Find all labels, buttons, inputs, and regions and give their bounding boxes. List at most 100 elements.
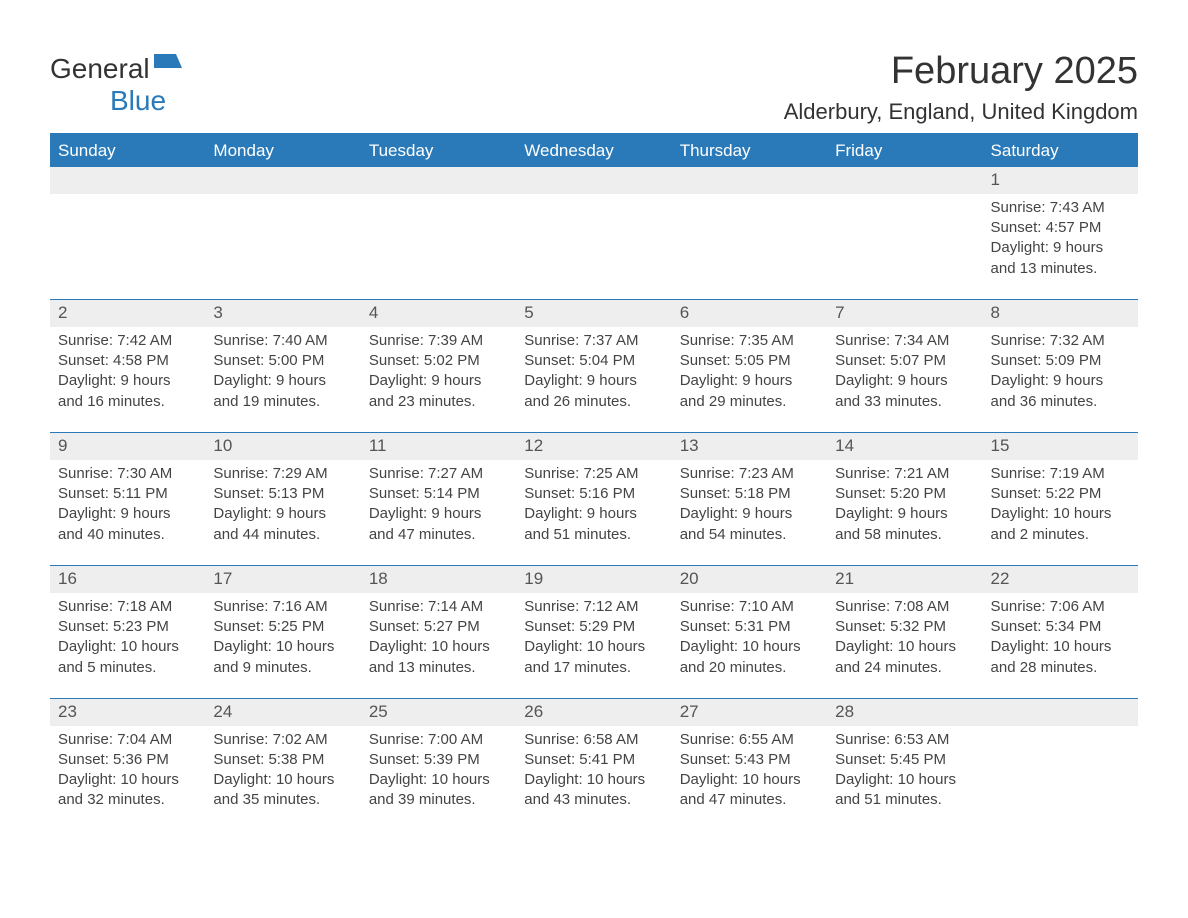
- daylight-text: Daylight: 10 hours: [835, 770, 974, 790]
- daylight-text: and 2 minutes.: [991, 525, 1130, 545]
- calendar-cell: [983, 698, 1138, 830]
- daylight-text: Daylight: 10 hours: [680, 770, 819, 790]
- sunrise-text: Sunrise: 6:58 AM: [524, 730, 663, 750]
- daylight-text: and 19 minutes.: [213, 392, 352, 412]
- daylight-text: Daylight: 10 hours: [835, 637, 974, 657]
- daylight-text: and 33 minutes.: [835, 392, 974, 412]
- daylight-text: Daylight: 10 hours: [58, 637, 197, 657]
- sunrise-text: Sunrise: 6:53 AM: [835, 730, 974, 750]
- sunset-text: Sunset: 5:11 PM: [58, 484, 197, 504]
- day-number: 2: [50, 300, 205, 327]
- daylight-text: Daylight: 10 hours: [680, 637, 819, 657]
- logo-word1: General: [50, 53, 150, 84]
- calendar-cell: 15Sunrise: 7:19 AMSunset: 5:22 PMDayligh…: [983, 432, 1138, 565]
- day-number: 17: [205, 566, 360, 593]
- calendar-cell: 27Sunrise: 6:55 AMSunset: 5:43 PMDayligh…: [672, 698, 827, 830]
- day-number: 25: [361, 699, 516, 726]
- calendar-row: 1Sunrise: 7:43 AMSunset: 4:57 PMDaylight…: [50, 167, 1138, 299]
- day-number: 14: [827, 433, 982, 460]
- daylight-text: and 28 minutes.: [991, 658, 1130, 678]
- calendar-cell: 14Sunrise: 7:21 AMSunset: 5:20 PMDayligh…: [827, 432, 982, 565]
- day-number: 28: [827, 699, 982, 726]
- day-number: 7: [827, 300, 982, 327]
- day-number: 26: [516, 699, 671, 726]
- calendar-table: Sunday Monday Tuesday Wednesday Thursday…: [50, 133, 1138, 831]
- sunset-text: Sunset: 5:25 PM: [213, 617, 352, 637]
- calendar-cell: 5Sunrise: 7:37 AMSunset: 5:04 PMDaylight…: [516, 299, 671, 432]
- sunset-text: Sunset: 5:29 PM: [524, 617, 663, 637]
- sunset-text: Sunset: 5:02 PM: [369, 351, 508, 371]
- calendar-cell: 19Sunrise: 7:12 AMSunset: 5:29 PMDayligh…: [516, 565, 671, 698]
- daylight-text: Daylight: 10 hours: [991, 504, 1130, 524]
- calendar-cell: 4Sunrise: 7:39 AMSunset: 5:02 PMDaylight…: [361, 299, 516, 432]
- sunrise-text: Sunrise: 7:06 AM: [991, 597, 1130, 617]
- daylight-text: and 13 minutes.: [369, 658, 508, 678]
- day-number: [672, 167, 827, 194]
- calendar-cell: 2Sunrise: 7:42 AMSunset: 4:58 PMDaylight…: [50, 299, 205, 432]
- calendar-row: 16Sunrise: 7:18 AMSunset: 5:23 PMDayligh…: [50, 565, 1138, 698]
- sunset-text: Sunset: 5:45 PM: [835, 750, 974, 770]
- daylight-text: and 35 minutes.: [213, 790, 352, 810]
- calendar-cell: 25Sunrise: 7:00 AMSunset: 5:39 PMDayligh…: [361, 698, 516, 830]
- calendar-cell: 26Sunrise: 6:58 AMSunset: 5:41 PMDayligh…: [516, 698, 671, 830]
- day-number: 9: [50, 433, 205, 460]
- sunrise-text: Sunrise: 7:42 AM: [58, 331, 197, 351]
- sunset-text: Sunset: 5:16 PM: [524, 484, 663, 504]
- day-number: 20: [672, 566, 827, 593]
- daylight-text: and 17 minutes.: [524, 658, 663, 678]
- daylight-text: Daylight: 9 hours: [369, 504, 508, 524]
- daylight-text: Daylight: 9 hours: [991, 238, 1130, 258]
- calendar-cell: 10Sunrise: 7:29 AMSunset: 5:13 PMDayligh…: [205, 432, 360, 565]
- month-title: February 2025: [784, 50, 1138, 93]
- calendar-cell: 17Sunrise: 7:16 AMSunset: 5:25 PMDayligh…: [205, 565, 360, 698]
- sunrise-text: Sunrise: 7:14 AM: [369, 597, 508, 617]
- daylight-text: and 20 minutes.: [680, 658, 819, 678]
- daylight-text: and 9 minutes.: [213, 658, 352, 678]
- calendar-cell: 18Sunrise: 7:14 AMSunset: 5:27 PMDayligh…: [361, 565, 516, 698]
- daylight-text: Daylight: 10 hours: [369, 637, 508, 657]
- day-number: 21: [827, 566, 982, 593]
- calendar-row: 9 Sunrise: 7:30 AMSunset: 5:11 PM Daylight…: [50, 432, 1138, 565]
- day-header: Tuesday: [361, 134, 516, 167]
- day-number: 10: [205, 433, 360, 460]
- sunset-text: Sunset: 5:32 PM: [835, 617, 974, 637]
- daylight-text: Daylight: 9 hours: [213, 504, 352, 524]
- calendar-cell: [50, 167, 205, 299]
- daylight-text: Daylight: 9 hours: [835, 504, 974, 524]
- calendar-row: 23Sunrise: 7:04 AMSunset: 5:36 PMDayligh…: [50, 698, 1138, 830]
- daylight-text: Daylight: 9 hours: [369, 371, 508, 391]
- sunrise-text: Sunrise: 7:21 AM: [835, 464, 974, 484]
- daylight-text: and 51 minutes.: [835, 790, 974, 810]
- sunrise-text: Sunrise: 7:30 AM: [58, 464, 197, 484]
- sunrise-text: Sunrise: 7:37 AM: [524, 331, 663, 351]
- sunset-text: Sunset: 5:13 PM: [213, 484, 352, 504]
- sunrise-text: Sunrise: 7:02 AM: [213, 730, 352, 750]
- day-number: 23: [50, 699, 205, 726]
- logo: General Blue: [50, 50, 182, 117]
- daylight-text: and 13 minutes.: [991, 259, 1130, 279]
- daylight-text: and 47 minutes.: [369, 525, 508, 545]
- sunrise-text: Sunrise: 7:19 AM: [991, 464, 1130, 484]
- logo-text: General Blue: [50, 50, 182, 117]
- daylight-text: Daylight: 10 hours: [524, 637, 663, 657]
- day-number: 19: [516, 566, 671, 593]
- daylight-text: Daylight: 10 hours: [524, 770, 663, 790]
- sunset-text: Sunset: 5:00 PM: [213, 351, 352, 371]
- calendar-cell: 22Sunrise: 7:06 AMSunset: 5:34 PMDayligh…: [983, 565, 1138, 698]
- day-number: 8: [983, 300, 1138, 327]
- sunrise-text: Sunrise: 6:55 AM: [680, 730, 819, 750]
- sunrise-text: Sunrise: 7:39 AM: [369, 331, 508, 351]
- daylight-text: Daylight: 9 hours: [680, 504, 819, 524]
- sunrise-text: Sunrise: 7:00 AM: [369, 730, 508, 750]
- daylight-text: Daylight: 10 hours: [991, 637, 1130, 657]
- sunset-text: Sunset: 5:09 PM: [991, 351, 1130, 371]
- sunset-text: Sunset: 5:04 PM: [524, 351, 663, 371]
- calendar-cell: 24Sunrise: 7:02 AMSunset: 5:38 PMDayligh…: [205, 698, 360, 830]
- day-number: 22: [983, 566, 1138, 593]
- calendar-cell: [516, 167, 671, 299]
- day-header: Monday: [205, 134, 360, 167]
- day-header: Saturday: [983, 134, 1138, 167]
- daylight-text: and 16 minutes.: [58, 392, 197, 412]
- sunset-text: Sunset: 5:05 PM: [680, 351, 819, 371]
- daylight-text: and 47 minutes.: [680, 790, 819, 810]
